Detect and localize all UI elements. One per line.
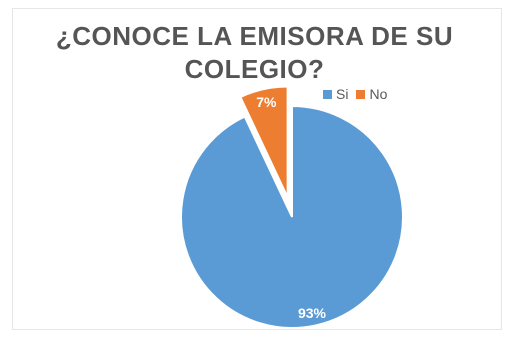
legend-swatch-no	[356, 89, 366, 99]
legend-label-no: No	[369, 86, 388, 102]
chart-legend: Si No	[323, 86, 395, 102]
pie-labels: 7% 93%	[256, 94, 326, 321]
legend-label-si: Si	[336, 86, 349, 102]
chart-title-line-1: ¿CONOCE LA EMISORA DE SU	[55, 21, 454, 51]
pie-label-no: 7%	[256, 94, 277, 110]
pie-slices	[180, 85, 404, 329]
pie-label-si: 93%	[298, 305, 327, 321]
legend-swatch-si	[323, 89, 332, 99]
legend-item-si: Si	[323, 86, 348, 102]
legend-item-no: No	[356, 86, 387, 102]
pie-slice-si	[180, 104, 404, 329]
pie-slice-no	[239, 85, 289, 198]
chart-title: ¿CONOCE LA EMISORA DE SU COLEGIO?	[0, 20, 509, 86]
chart-title-line-2: COLEGIO?	[184, 54, 325, 84]
